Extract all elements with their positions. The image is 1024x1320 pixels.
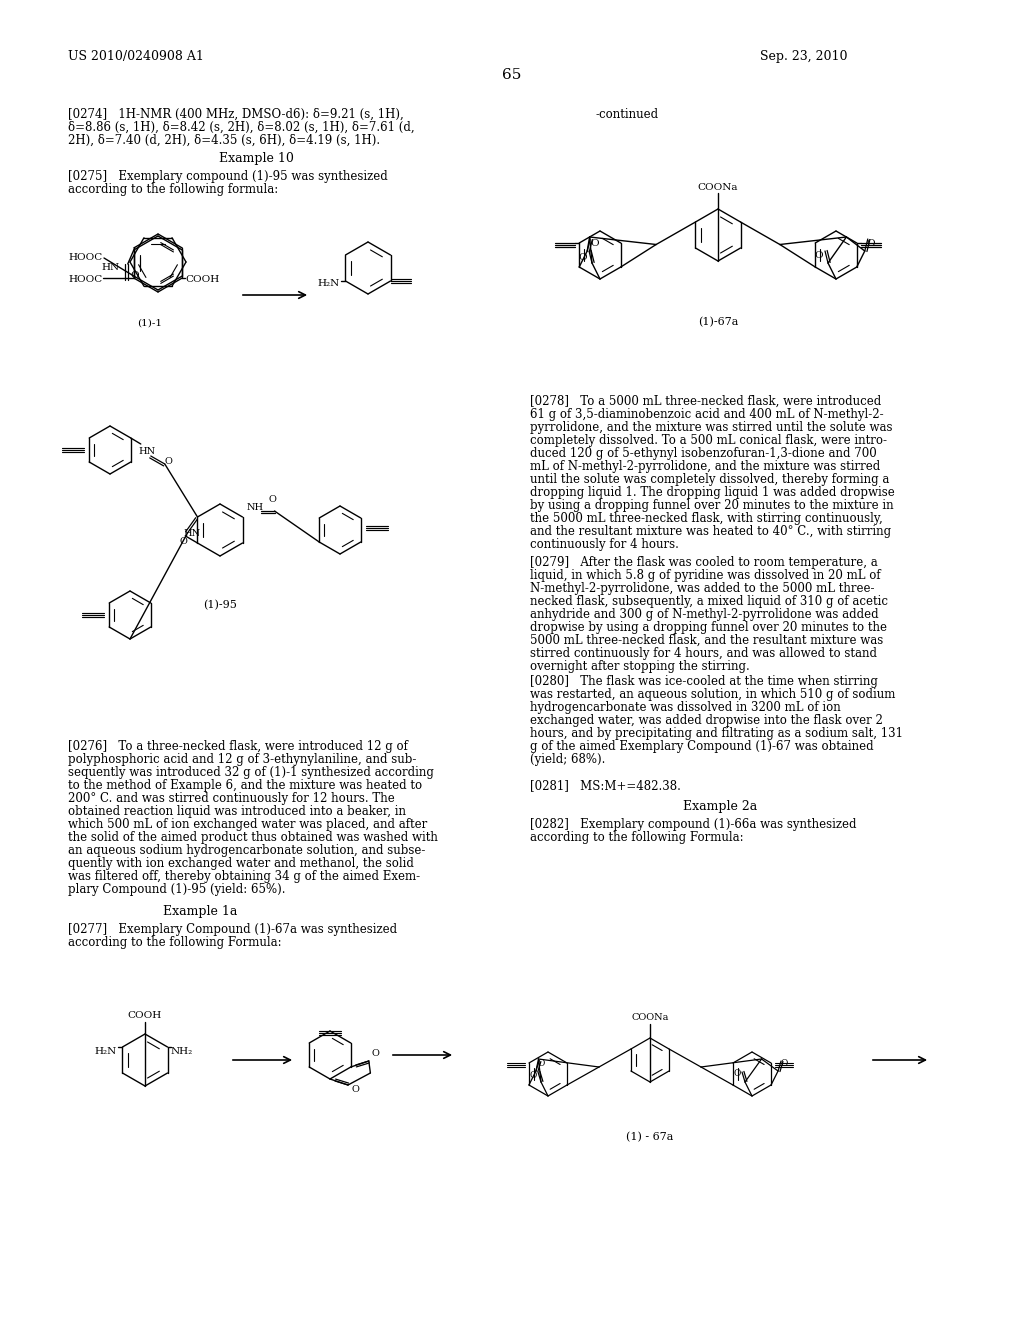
Text: O: O (529, 1072, 537, 1081)
Text: the 5000 mL three-necked flask, with stirring continuously,: the 5000 mL three-necked flask, with sti… (530, 512, 883, 525)
Text: liquid, in which 5.8 g of pyridine was dissolved in 20 mL of: liquid, in which 5.8 g of pyridine was d… (530, 569, 881, 582)
Text: [0281]   MS:M+=482.38.: [0281] MS:M+=482.38. (530, 779, 681, 792)
Text: 5000 mL three-necked flask, and the resultant mixture was: 5000 mL three-necked flask, and the resu… (530, 634, 884, 647)
Text: sequently was introduced 32 g of (1)-1 synthesized according: sequently was introduced 32 g of (1)-1 s… (68, 766, 434, 779)
Text: and the resultant mixture was heated to 40° C., with stirring: and the resultant mixture was heated to … (530, 525, 891, 539)
Text: according to the following Formula:: according to the following Formula: (530, 832, 743, 843)
Text: O: O (814, 251, 822, 260)
Text: HN: HN (139, 447, 156, 457)
Text: was restarted, an aqueous solution, in which 510 g of sodium: was restarted, an aqueous solution, in w… (530, 688, 895, 701)
Text: COONa: COONa (632, 1014, 669, 1023)
Text: hours, and by precipitating and filtrating as a sodium salt, 131: hours, and by precipitating and filtrati… (530, 727, 903, 741)
Text: 2H), δ=7.40 (d, 2H), δ=4.35 (s, 6H), δ=4.19 (s, 1H).: 2H), δ=7.40 (d, 2H), δ=4.35 (s, 6H), δ=4… (68, 135, 380, 147)
Text: 65: 65 (503, 69, 521, 82)
Text: (yield; 68%).: (yield; 68%). (530, 752, 605, 766)
Text: continuously for 4 hours.: continuously for 4 hours. (530, 539, 679, 550)
Text: O: O (866, 239, 876, 248)
Text: until the solute was completely dissolved, thereby forming a: until the solute was completely dissolve… (530, 473, 890, 486)
Text: H₂N: H₂N (94, 1047, 117, 1056)
Text: (1)-1: (1)-1 (137, 319, 163, 327)
Text: [0279]   After the flask was cooled to room temperature, a: [0279] After the flask was cooled to roo… (530, 556, 878, 569)
Text: pyrrolidone, and the mixture was stirred until the solute was: pyrrolidone, and the mixture was stirred… (530, 421, 893, 434)
Text: according to the following Formula:: according to the following Formula: (68, 936, 282, 949)
Text: 61 g of 3,5-diaminobenzoic acid and 400 mL of N-methyl-2-: 61 g of 3,5-diaminobenzoic acid and 400 … (530, 408, 884, 421)
Text: HN: HN (101, 264, 120, 272)
Text: O: O (268, 495, 276, 503)
Text: [0278]   To a 5000 mL three-necked flask, were introduced: [0278] To a 5000 mL three-necked flask, … (530, 395, 882, 408)
Text: obtained reaction liquid was introduced into a beaker, in: obtained reaction liquid was introduced … (68, 805, 406, 818)
Text: HN: HN (183, 528, 201, 537)
Text: O: O (780, 1059, 787, 1068)
Text: plary Compound (1)-95 (yield: 65%).: plary Compound (1)-95 (yield: 65%). (68, 883, 286, 896)
Text: [0282]   Exemplary compound (1)-66a was synthesized: [0282] Exemplary compound (1)-66a was sy… (530, 818, 856, 832)
Text: [0276]   To a three-necked flask, were introduced 12 g of: [0276] To a three-necked flask, were int… (68, 741, 408, 752)
Text: (1) - 67a: (1) - 67a (627, 1133, 674, 1142)
Text: O: O (372, 1048, 380, 1057)
Text: dropping liquid 1. The dropping liquid 1 was added dropwise: dropping liquid 1. The dropping liquid 1… (530, 486, 895, 499)
Text: overnight after stopping the stirring.: overnight after stopping the stirring. (530, 660, 750, 673)
Text: COOH: COOH (185, 276, 219, 285)
Text: COONa: COONa (697, 182, 738, 191)
Text: O: O (590, 239, 599, 248)
Text: O: O (165, 458, 173, 466)
Text: hydrogencarbonate was dissolved in 3200 mL of ion: hydrogencarbonate was dissolved in 3200 … (530, 701, 841, 714)
Text: O: O (538, 1059, 546, 1068)
Text: anhydride and 300 g of N-methyl-2-pyrrolidone was added: anhydride and 300 g of N-methyl-2-pyrrol… (530, 609, 879, 620)
Text: [0275]   Exemplary compound (1)-95 was synthesized: [0275] Exemplary compound (1)-95 was syn… (68, 170, 388, 183)
Text: Example 10: Example 10 (218, 152, 294, 165)
Text: an aqueous sodium hydrogencarbonate solution, and subse-: an aqueous sodium hydrogencarbonate solu… (68, 843, 425, 857)
Text: Sep. 23, 2010: Sep. 23, 2010 (760, 50, 848, 63)
Text: polyphosphoric acid and 12 g of 3-ethynylaniline, and sub-: polyphosphoric acid and 12 g of 3-ethyny… (68, 752, 417, 766)
Text: stirred continuously for 4 hours, and was allowed to stand: stirred continuously for 4 hours, and wa… (530, 647, 877, 660)
Text: g of the aimed Exemplary Compound (1)-67 was obtained: g of the aimed Exemplary Compound (1)-67… (530, 741, 873, 752)
Text: mL of N-methyl-2-pyrrolidone, and the mixture was stirred: mL of N-methyl-2-pyrrolidone, and the mi… (530, 459, 881, 473)
Text: Example 1a: Example 1a (163, 906, 238, 917)
Text: N-methyl-2-pyrrolidone, was added to the 5000 mL three-: N-methyl-2-pyrrolidone, was added to the… (530, 582, 874, 595)
Text: Example 2a: Example 2a (683, 800, 757, 813)
Text: [0277]   Exemplary Compound (1)-67a was synthesized: [0277] Exemplary Compound (1)-67a was sy… (68, 923, 397, 936)
Text: by using a dropping funnel over 20 minutes to the mixture in: by using a dropping funnel over 20 minut… (530, 499, 894, 512)
Text: NH: NH (247, 503, 263, 511)
Text: H₂N: H₂N (317, 279, 340, 288)
Text: O: O (578, 252, 587, 261)
Text: O: O (733, 1069, 740, 1078)
Text: O: O (351, 1085, 358, 1093)
Text: the solid of the aimed product thus obtained was washed with: the solid of the aimed product thus obta… (68, 832, 438, 843)
Text: (1)-67a: (1)-67a (697, 317, 738, 327)
Text: was filtered off, thereby obtaining 34 g of the aimed Exem-: was filtered off, thereby obtaining 34 g… (68, 870, 420, 883)
Text: O: O (179, 536, 187, 545)
Text: to the method of Example 6, and the mixture was heated to: to the method of Example 6, and the mixt… (68, 779, 422, 792)
Text: which 500 mL of ion exchanged water was placed, and after: which 500 mL of ion exchanged water was … (68, 818, 427, 832)
Text: 200° C. and was stirred continuously for 12 hours. The: 200° C. and was stirred continuously for… (68, 792, 394, 805)
Text: HOOC: HOOC (68, 276, 102, 285)
Text: necked flask, subsequently, a mixed liquid of 310 g of acetic: necked flask, subsequently, a mixed liqu… (530, 595, 888, 609)
Text: [0280]   The flask was ice-cooled at the time when stirring: [0280] The flask was ice-cooled at the t… (530, 675, 878, 688)
Text: exchanged water, was added dropwise into the flask over 2: exchanged water, was added dropwise into… (530, 714, 883, 727)
Text: US 2010/0240908 A1: US 2010/0240908 A1 (68, 50, 204, 63)
Text: δ=8.86 (s, 1H), δ=8.42 (s, 2H), δ=8.02 (s, 1H), δ=7.61 (d,: δ=8.86 (s, 1H), δ=8.42 (s, 2H), δ=8.02 (… (68, 121, 415, 135)
Text: (1)-95: (1)-95 (203, 601, 237, 610)
Text: O: O (131, 272, 139, 281)
Text: COOH: COOH (128, 1011, 162, 1020)
Text: completely dissolved. To a 500 mL conical flask, were intro-: completely dissolved. To a 500 mL conica… (530, 434, 887, 447)
Text: duced 120 g of 5-ethynyl isobenzofuran-1,3-dione and 700: duced 120 g of 5-ethynyl isobenzofuran-1… (530, 447, 877, 459)
Text: HOOC: HOOC (68, 253, 102, 263)
Text: according to the following formula:: according to the following formula: (68, 183, 279, 195)
Text: quently with ion exchanged water and methanol, the solid: quently with ion exchanged water and met… (68, 857, 414, 870)
Text: -continued: -continued (596, 108, 659, 121)
Text: NH₂: NH₂ (171, 1047, 193, 1056)
Text: dropwise by using a dropping funnel over 20 minutes to the: dropwise by using a dropping funnel over… (530, 620, 887, 634)
Text: [0274]   1H-NMR (400 MHz, DMSO-d6): δ=9.21 (s, 1H),: [0274] 1H-NMR (400 MHz, DMSO-d6): δ=9.21… (68, 108, 403, 121)
